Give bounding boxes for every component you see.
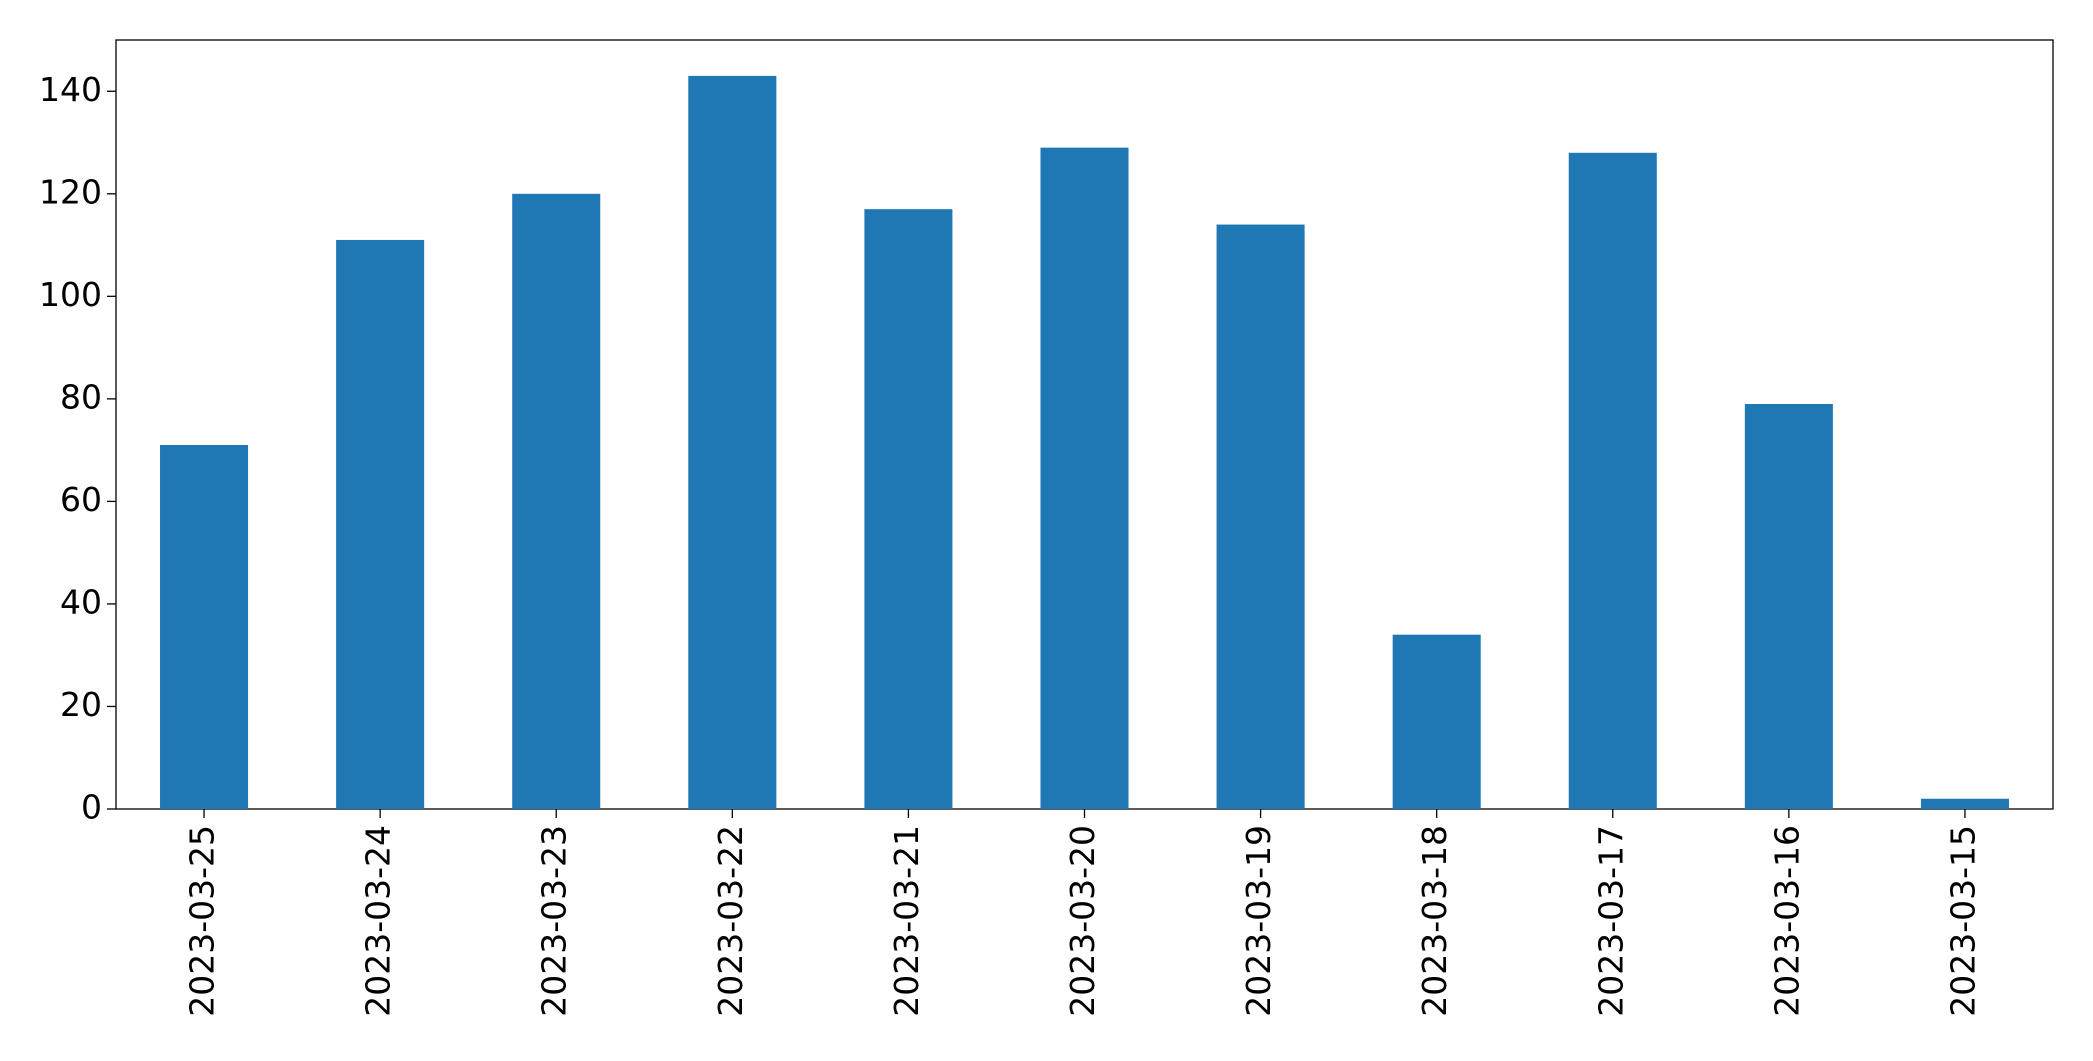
x-tick-label: 2023-03-22 bbox=[711, 825, 750, 1017]
y-tick-label: 0 bbox=[81, 788, 102, 827]
bar bbox=[1744, 403, 1833, 809]
y-tick-label: 20 bbox=[60, 685, 102, 724]
x-tick-label: 2023-03-16 bbox=[1767, 825, 1806, 1017]
x-tick-label: 2023-03-15 bbox=[1943, 825, 1982, 1017]
bar bbox=[160, 445, 249, 809]
x-tick-label: 2023-03-23 bbox=[535, 825, 574, 1017]
x-tick-label: 2023-03-17 bbox=[1591, 825, 1630, 1017]
x-tick-label: 2023-03-21 bbox=[887, 825, 926, 1017]
x-tick-label: 2023-03-25 bbox=[183, 825, 222, 1017]
bar bbox=[1392, 634, 1481, 809]
y-tick-label: 100 bbox=[39, 275, 102, 314]
bar bbox=[1568, 152, 1657, 809]
x-tick-label: 2023-03-19 bbox=[1239, 825, 1278, 1017]
x-tick-label: 2023-03-18 bbox=[1415, 825, 1454, 1017]
y-tick-label: 80 bbox=[60, 377, 102, 416]
bar bbox=[1920, 798, 2009, 809]
y-tick-label: 60 bbox=[60, 480, 102, 519]
bar bbox=[1216, 224, 1305, 809]
y-tick-label: 40 bbox=[60, 582, 102, 621]
bar bbox=[336, 239, 425, 809]
bar bbox=[864, 209, 953, 809]
bar bbox=[1040, 147, 1129, 809]
bar bbox=[512, 193, 601, 810]
y-tick-label: 120 bbox=[39, 172, 102, 211]
bar bbox=[688, 75, 777, 810]
y-tick-label: 140 bbox=[39, 70, 102, 109]
x-tick-label: 2023-03-24 bbox=[359, 825, 398, 1017]
x-tick-label: 2023-03-20 bbox=[1063, 825, 1102, 1017]
